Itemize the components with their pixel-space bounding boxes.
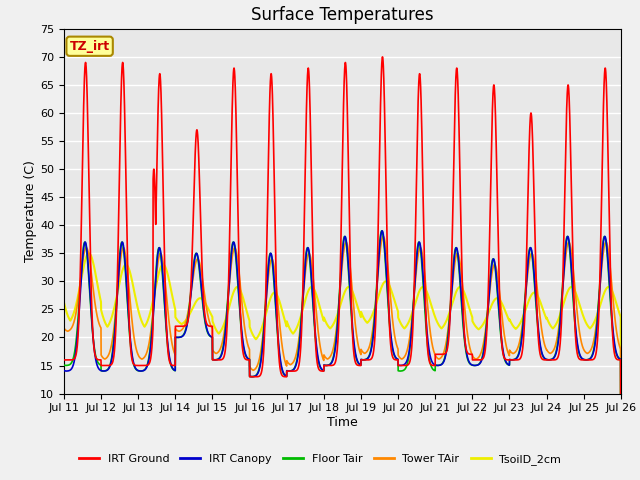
Legend: IRT Ground, IRT Canopy, Floor Tair, Tower TAir, TsoilD_2cm: IRT Ground, IRT Canopy, Floor Tair, Towe… [74,450,566,469]
Y-axis label: Temperature (C): Temperature (C) [24,160,37,262]
Text: TZ_irt: TZ_irt [70,40,109,53]
X-axis label: Time: Time [327,416,358,429]
Title: Surface Temperatures: Surface Temperatures [251,6,434,24]
